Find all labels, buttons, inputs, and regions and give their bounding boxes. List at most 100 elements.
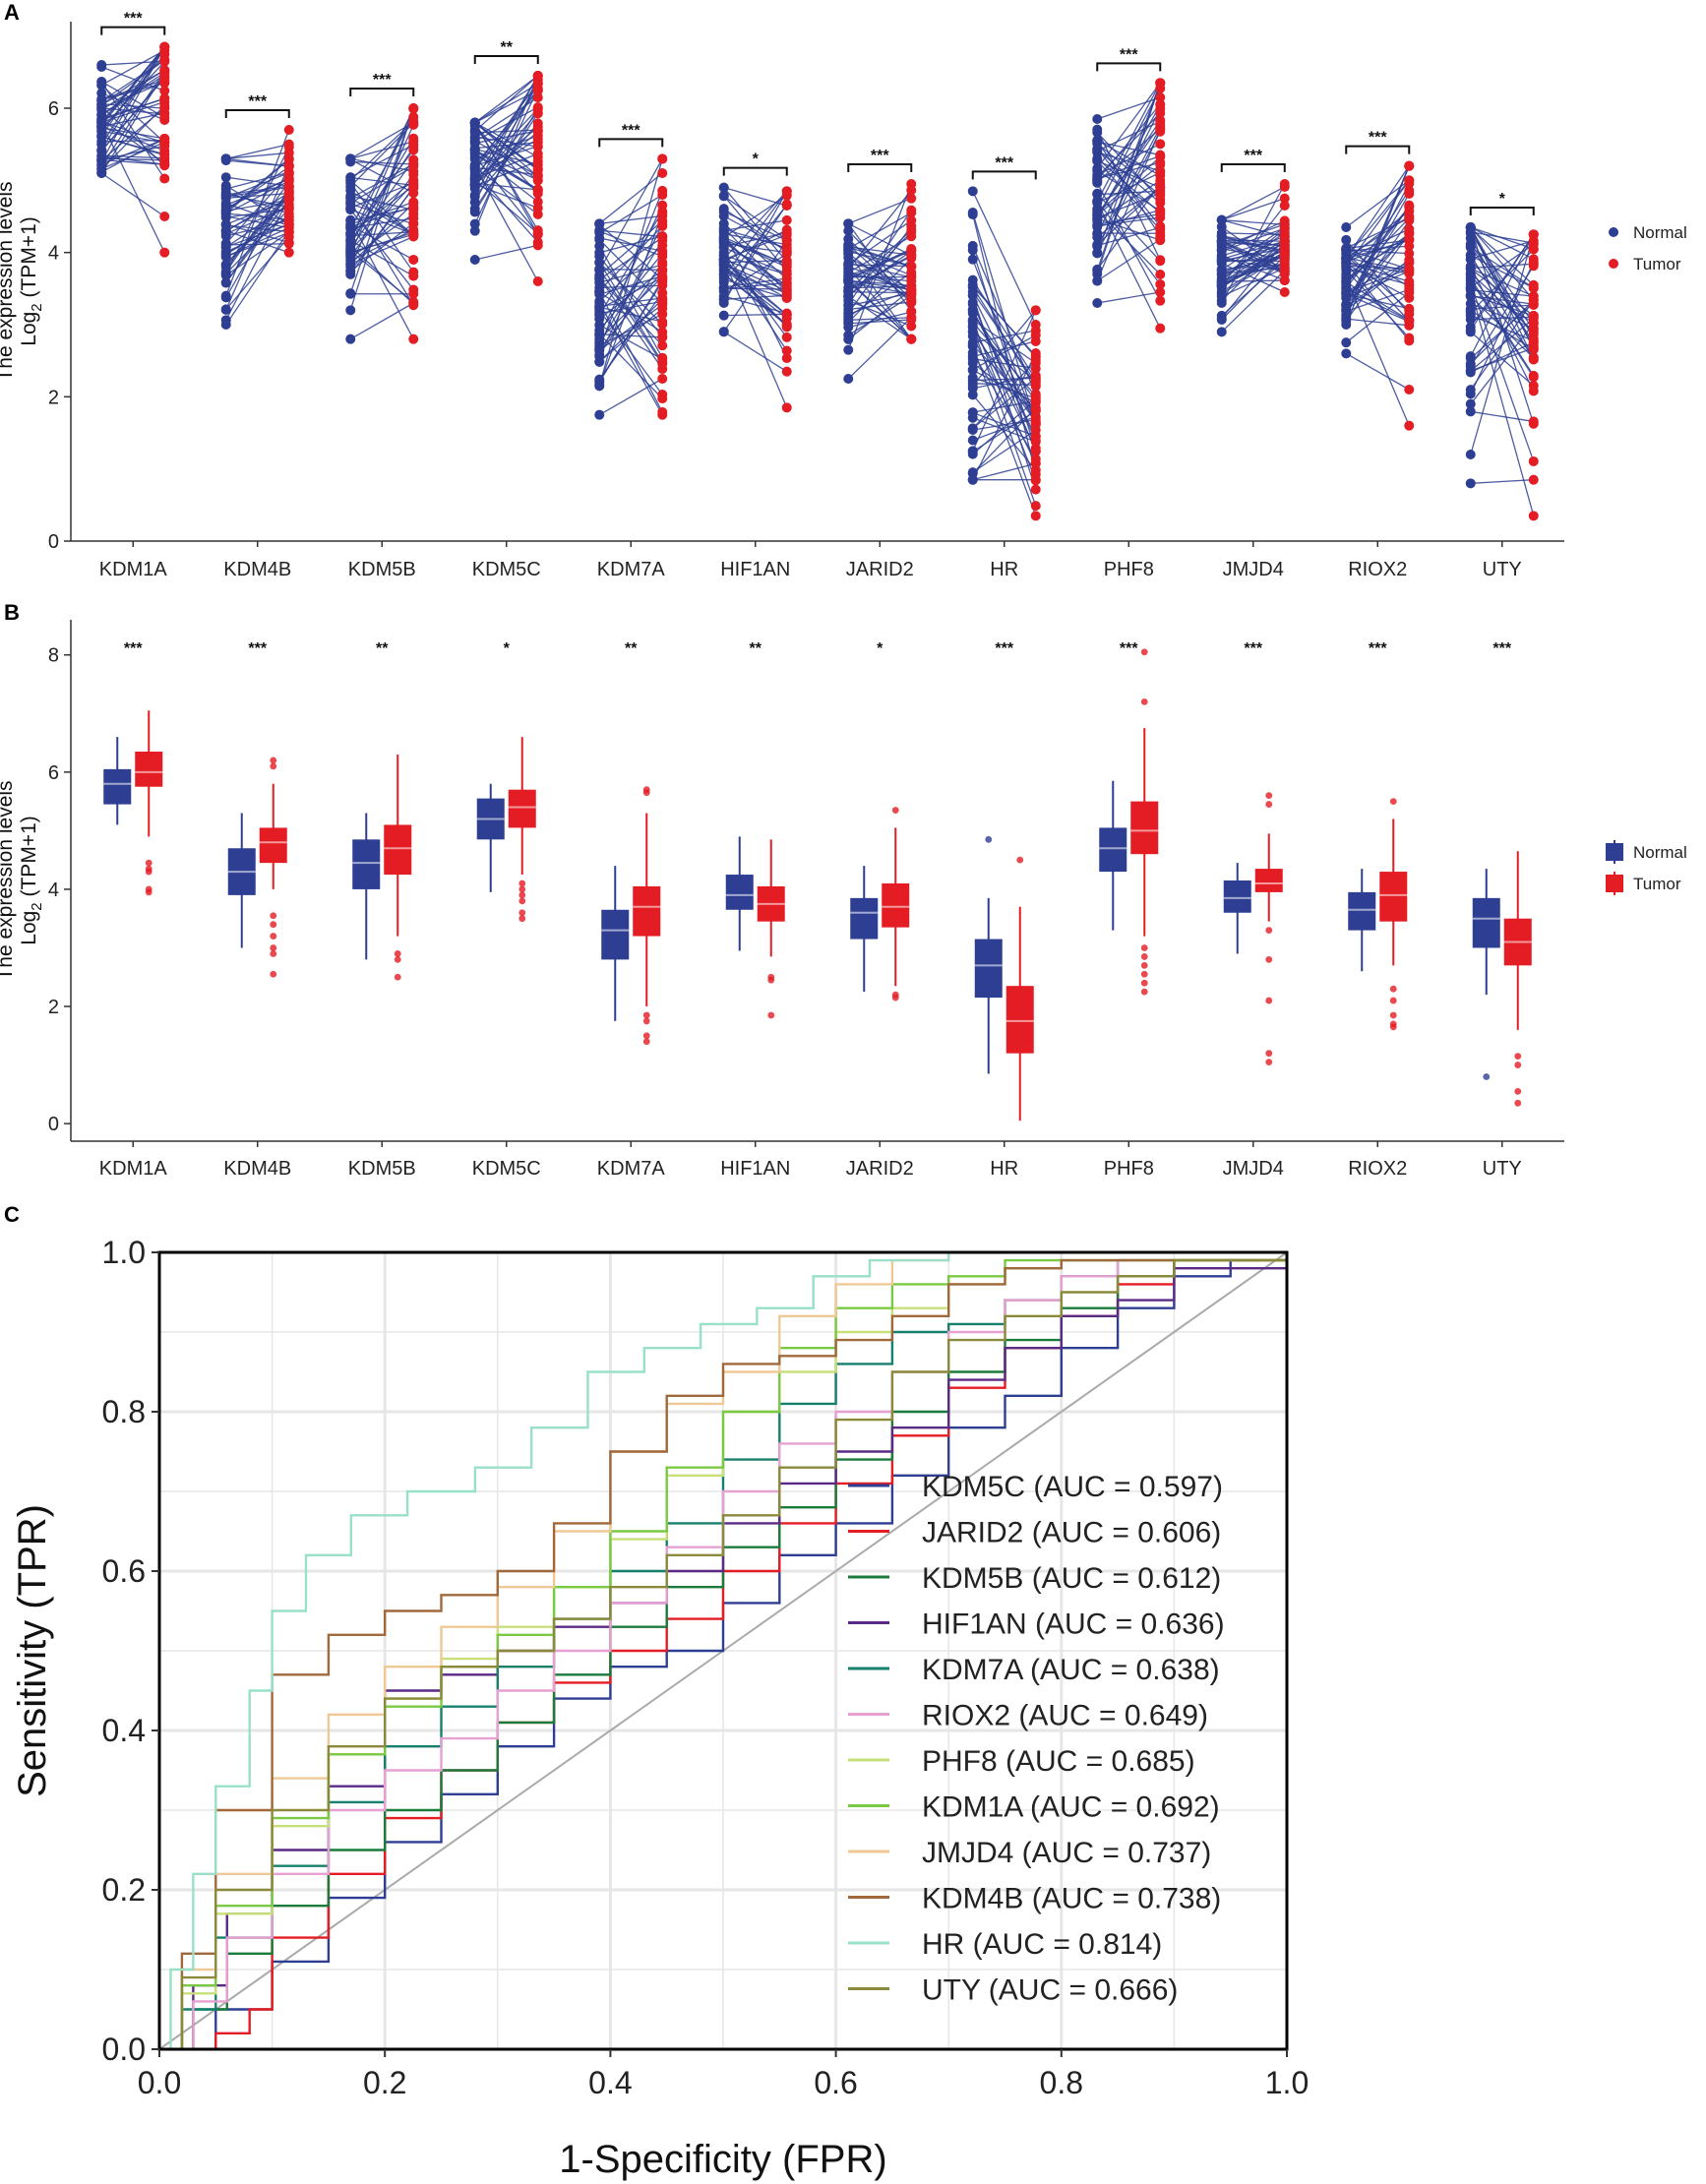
panel-c-xtick-label: 0.4	[588, 2065, 632, 2100]
panel-a-tumor-point	[1155, 116, 1166, 127]
panel-a-tumor-point	[532, 137, 543, 148]
panel-a-pair-line	[598, 334, 663, 399]
panel-a-tumor-point	[1279, 287, 1290, 297]
panel-b-tumor-outlier	[270, 970, 277, 978]
panel-a-tumor-point	[1155, 256, 1166, 267]
panel-a-pair-line	[1096, 186, 1161, 246]
panel-a-normal-point	[1216, 313, 1227, 324]
panel-a-pair-line	[847, 295, 912, 340]
panel-a-pairs-kdm5b: ***	[345, 72, 419, 344]
panel-a-normal-point	[469, 255, 480, 265]
panel-b-tumor-outlier	[518, 915, 526, 923]
panel-a-normal-point	[1216, 280, 1227, 291]
panel-a-pair-line	[1470, 303, 1534, 330]
panel-a-xtick-label: KDM5C	[472, 559, 541, 580]
panel-a-pair-line	[225, 206, 290, 235]
panel-a-pair-line	[599, 264, 663, 284]
panel-a-tumor-point	[781, 353, 792, 364]
panel-c-legend-label-8: JMJD4 (AUC = 0.737)	[922, 1837, 1211, 1869]
panel-a-xtick-label: HR	[990, 559, 1018, 580]
panel-a-pair-line	[474, 149, 539, 192]
panel-a-tumor-point	[1404, 316, 1415, 327]
panel-a-pair-line	[100, 72, 165, 174]
panel-a-significance-bracket	[722, 166, 788, 176]
panel-a-tumor-point	[1155, 222, 1166, 233]
panel-a-pair-line	[1345, 293, 1410, 323]
panel-c-xtick-label: 0.2	[363, 2065, 406, 2100]
panel-a-tumor-point	[283, 125, 294, 135]
panel-a-tumor-point	[408, 284, 419, 295]
panel-a-pair-line	[1096, 112, 1161, 178]
panel-a-tumor-point	[159, 247, 170, 258]
panel-a-pair-line	[972, 409, 1037, 453]
panel-b-boxes-kdm7a: **	[601, 640, 661, 1046]
panel-a-normal-point	[594, 303, 605, 314]
panel-a-pair-line	[1345, 165, 1410, 316]
panel-a-tumor-point	[1528, 352, 1539, 363]
panel-a-pair-line	[972, 375, 1036, 390]
panel-a-xtick-label: JMJD4	[1223, 559, 1284, 580]
panel-a-pair-line	[1096, 238, 1161, 282]
panel-a-tumor-point	[1404, 264, 1415, 274]
panel-a-pair-line	[225, 185, 289, 196]
panel-a-ytick-label: 4	[48, 243, 59, 265]
panel-a-pair-line	[848, 249, 912, 276]
panel-a-tumor-point	[159, 86, 170, 96]
panel-a-normal-point	[594, 251, 605, 262]
panel-b-tumor-outlier	[1389, 997, 1397, 1004]
panel-b-boxes-kdm1a: ***	[103, 640, 163, 896]
panel-a-pair-line	[349, 180, 414, 236]
panel-a-pair-line	[1470, 268, 1535, 317]
panel-a-pair-line	[723, 241, 788, 287]
panel-a-significance-label: ***	[248, 93, 267, 110]
panel-a-pair-line	[598, 281, 663, 382]
panel-a-normal-point	[967, 186, 978, 197]
panel-a-normal-point	[967, 305, 978, 316]
panel-a-pair-line	[723, 313, 787, 317]
panel-b-tumor-outlier	[767, 976, 775, 984]
panel-a-pair-line	[972, 331, 1037, 382]
panel-b-boxes-uty: ***	[1472, 640, 1532, 1107]
panel-a-tumor-point	[408, 334, 419, 344]
panel-a-pair-line	[1470, 240, 1534, 260]
panel-a-pair-line	[1346, 249, 1410, 255]
panel-a-pair-line	[848, 301, 912, 311]
panel-b-tumor-outlier	[891, 807, 899, 814]
panel-b-boxes-hif1an: **	[725, 640, 785, 1019]
panel-a-tumor-point	[1404, 248, 1415, 259]
panel-a-pair-line	[847, 222, 912, 257]
panel-a-pair-line	[847, 222, 912, 312]
panel-a-pair-line	[100, 81, 165, 118]
panel-a-normal-point	[345, 235, 356, 246]
panel-a-xtick-label: HIF1AN	[720, 559, 790, 580]
panel-b-tumor-outlier	[1140, 970, 1148, 978]
panel-a-pair-line	[100, 172, 165, 217]
panel-a-tumor-point	[657, 265, 668, 275]
panel-a-pair-line	[599, 230, 663, 258]
panel-a-tumor-point	[781, 245, 792, 256]
panel-b-tumor-outlier	[145, 865, 152, 873]
panel-a-pair-line	[349, 122, 414, 159]
panel-a-pair-line	[1345, 262, 1410, 341]
panel-c-legend-label-11: UTY (AUC = 0.666)	[922, 1974, 1178, 2007]
panel-a-tumor-point	[283, 227, 294, 238]
panel-a-pair-line	[225, 231, 289, 258]
panel-b-significance-label: ***	[248, 640, 267, 657]
panel-a-normal-point	[967, 423, 978, 434]
panel-a-normal-point	[718, 182, 729, 193]
panel-c-xtick-label: 0.6	[814, 2065, 857, 2100]
panel-a-normal-point	[1092, 127, 1103, 138]
panel-a-pair-line	[225, 196, 290, 268]
panel-a-tumor-point	[1030, 335, 1041, 346]
panel-b-tumor-outlier	[1140, 988, 1148, 996]
panel-a-tumor-point	[1155, 139, 1166, 150]
panel-b-xtick-label: KDM1A	[99, 1158, 168, 1180]
panel-a-normal-point	[843, 263, 854, 273]
panel-b-tumor-box	[508, 789, 536, 828]
panel-c-y-axis-title: Sensitivity (TPR)	[11, 1504, 54, 1797]
panel-b-normal-box	[601, 909, 630, 960]
panel-a-significance-label: **	[501, 39, 514, 56]
panel-b-tumor-outlier	[1140, 944, 1148, 951]
panel-a-tumor-point	[781, 402, 792, 413]
panel-a-tumor-point	[781, 200, 792, 211]
